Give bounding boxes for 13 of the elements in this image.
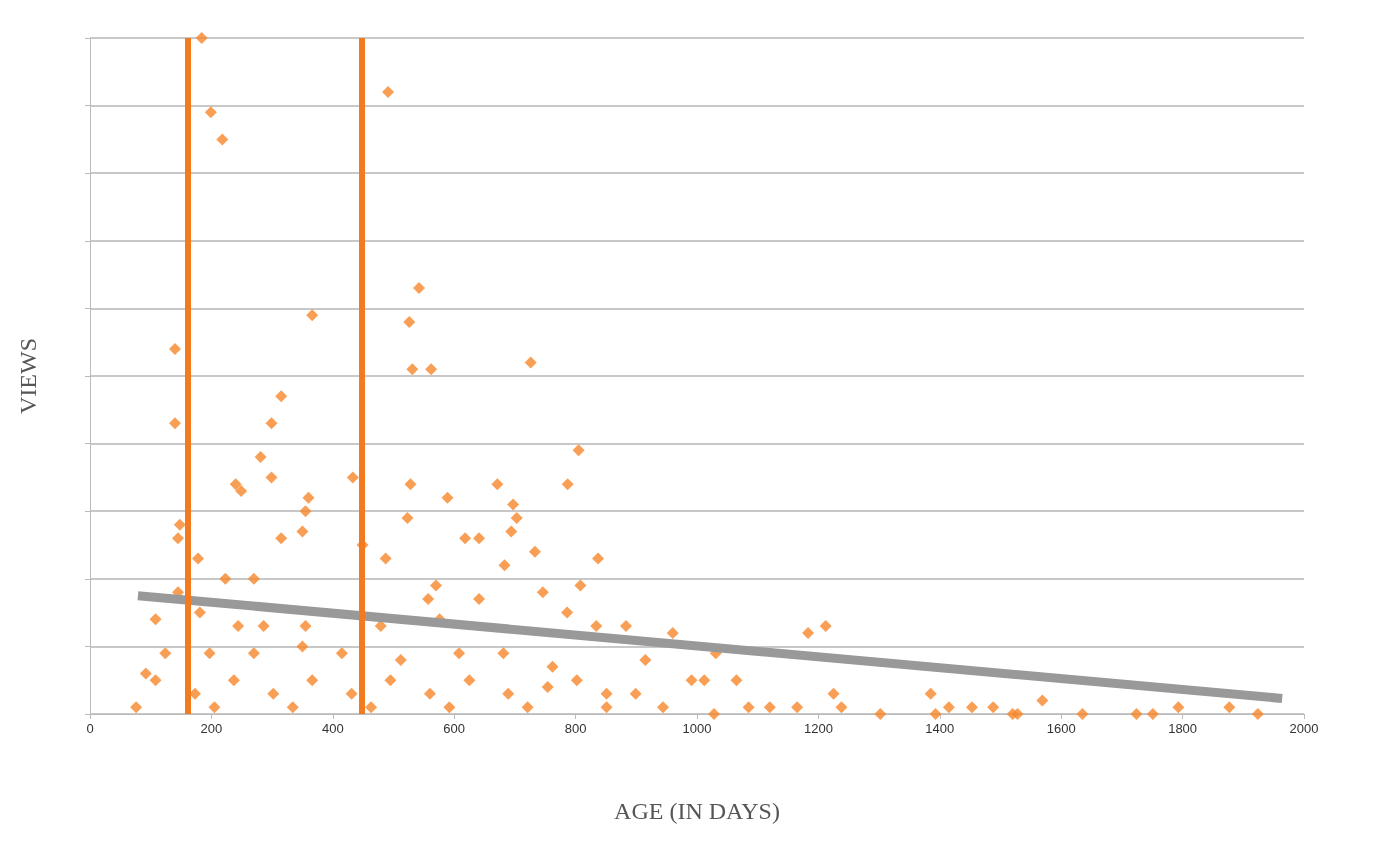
x-tick-label: 0 (86, 721, 94, 736)
x-tick-label: 1600 (1046, 721, 1076, 736)
y-axis-title: VIEWS (15, 338, 41, 414)
x-tick-label: 400 (321, 721, 344, 736)
x-tick-label: 2000 (1289, 721, 1319, 736)
x-tick-label: 1400 (925, 721, 955, 736)
x-tick-label: 200 (200, 721, 223, 736)
x-tick-label: 800 (564, 721, 587, 736)
x-axis-title: AGE (IN DAYS) (614, 798, 780, 824)
x-tick-label: 600 (443, 721, 466, 736)
x-tick-label: 1000 (682, 721, 712, 736)
x-tick-label: 1800 (1168, 721, 1198, 736)
x-tick-label: 1200 (803, 721, 833, 736)
